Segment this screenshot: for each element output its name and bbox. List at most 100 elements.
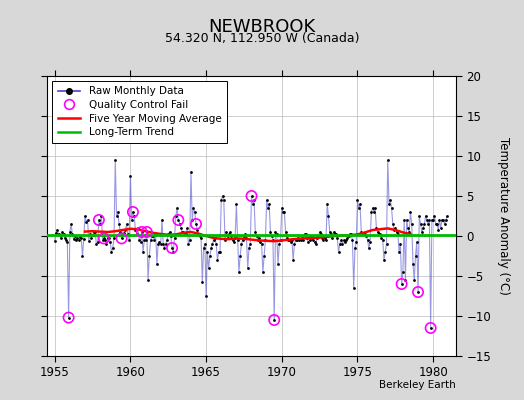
Point — [58, 229, 67, 235]
Point — [401, 277, 410, 283]
Point — [395, 249, 403, 255]
Point — [344, 233, 353, 239]
Point — [101, 237, 110, 243]
Point — [438, 217, 446, 223]
Point — [381, 249, 389, 255]
Point — [71, 233, 79, 239]
Point — [121, 226, 129, 233]
Point — [254, 237, 262, 243]
Point — [211, 235, 219, 242]
Point — [342, 237, 351, 243]
Point — [183, 225, 191, 231]
Point — [351, 245, 359, 251]
Point — [434, 226, 442, 233]
Point — [92, 241, 101, 247]
Point — [316, 230, 325, 237]
Point — [274, 261, 282, 267]
Point — [136, 239, 145, 246]
Point — [117, 235, 126, 242]
Text: NEWBROOK: NEWBROOK — [209, 18, 315, 36]
Point — [303, 235, 311, 242]
Point — [152, 261, 161, 267]
Point — [336, 241, 344, 247]
Point — [332, 230, 340, 237]
Point — [217, 197, 225, 203]
Y-axis label: Temperature Anomaly (°C): Temperature Anomaly (°C) — [497, 137, 510, 295]
Point — [234, 237, 242, 243]
Point — [50, 238, 59, 244]
Point — [389, 221, 397, 227]
Point — [365, 245, 373, 251]
Point — [160, 245, 169, 251]
Point — [420, 221, 429, 227]
Point — [341, 239, 349, 246]
Point — [206, 253, 214, 259]
Point — [359, 231, 368, 238]
Point — [380, 257, 388, 263]
Point — [56, 232, 64, 238]
Point — [184, 241, 193, 247]
Point — [238, 237, 247, 243]
Point — [61, 234, 69, 241]
Point — [68, 231, 77, 238]
Point — [396, 241, 405, 247]
Point — [89, 232, 97, 238]
Point — [270, 317, 278, 323]
Point — [76, 234, 84, 240]
Point — [302, 231, 310, 238]
Point — [177, 225, 185, 231]
Point — [220, 197, 228, 203]
Point — [77, 235, 85, 242]
Point — [99, 237, 107, 243]
Point — [275, 241, 283, 247]
Point — [391, 225, 399, 231]
Point — [125, 237, 133, 243]
Point — [140, 237, 148, 243]
Point — [241, 230, 249, 237]
Point — [114, 209, 122, 215]
Point — [337, 237, 345, 243]
Point — [430, 213, 439, 219]
Point — [355, 205, 363, 211]
Point — [214, 249, 223, 255]
Point — [439, 217, 447, 223]
Point — [248, 201, 257, 207]
Point — [132, 226, 140, 233]
Point — [409, 261, 417, 267]
Point — [148, 233, 156, 239]
Point — [96, 221, 104, 227]
Point — [386, 197, 395, 203]
Point — [192, 221, 200, 227]
Point — [207, 245, 215, 251]
Point — [143, 229, 151, 235]
Point — [108, 245, 117, 251]
Point — [361, 230, 369, 237]
Point — [270, 317, 278, 323]
Point — [192, 221, 200, 227]
Point — [100, 235, 108, 242]
Point — [418, 229, 426, 235]
Point — [168, 245, 176, 251]
Point — [191, 209, 199, 215]
Point — [414, 289, 422, 295]
Point — [225, 231, 233, 238]
Point — [259, 269, 267, 275]
Point — [256, 239, 265, 246]
Point — [246, 241, 255, 247]
Point — [188, 217, 196, 223]
Point — [90, 229, 98, 235]
Point — [352, 239, 361, 246]
Point — [308, 235, 316, 242]
Point — [130, 213, 138, 219]
Point — [127, 217, 136, 223]
Point — [319, 237, 328, 243]
Point — [64, 314, 73, 321]
Point — [427, 325, 435, 331]
Point — [126, 173, 135, 179]
Point — [210, 237, 218, 243]
Point — [164, 231, 172, 238]
Point — [70, 236, 78, 242]
Point — [261, 237, 269, 243]
Point — [115, 221, 123, 227]
Point — [327, 231, 335, 238]
